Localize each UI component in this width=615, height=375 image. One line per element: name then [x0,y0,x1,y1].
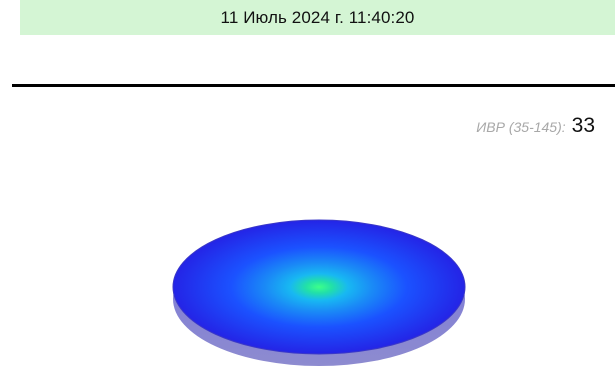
datetime-bar: 11 Июль 2024 г. 11:40:20 [20,0,615,35]
datetime-text: 11 Июль 2024 г. 11:40:20 [220,7,415,27]
divider [12,84,615,87]
disc-graphic [172,219,466,366]
disc-surface [173,220,465,354]
disc-edge [172,219,466,355]
metric-value: 33 [571,114,595,137]
metric-label: ИВР (35-145): [476,119,566,135]
disc-visualization [168,210,470,370]
metric-readout: ИВР (35-145): 33 [476,114,595,138]
